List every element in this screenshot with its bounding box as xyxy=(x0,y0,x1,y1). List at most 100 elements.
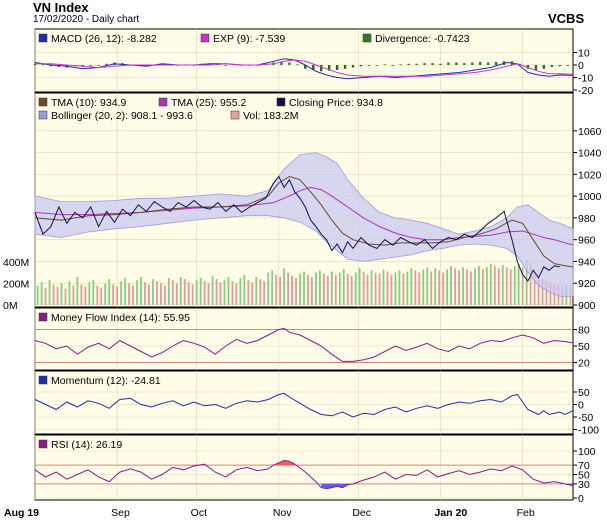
volume-bar xyxy=(434,268,437,305)
x-tick-label: Aug 19 xyxy=(4,507,39,519)
volume-bar xyxy=(378,273,381,305)
price-ytick-label: 1000 xyxy=(578,191,602,203)
volume-bar xyxy=(116,286,119,305)
volume-bar xyxy=(44,287,47,305)
volume-bar xyxy=(163,285,166,305)
divergence-bar xyxy=(463,63,466,65)
mfi-ytick-label: 80 xyxy=(578,325,590,337)
volume-bar xyxy=(537,276,540,305)
volume-bar xyxy=(183,279,186,305)
divergence-bar xyxy=(367,65,371,66)
volume-bar xyxy=(199,278,202,305)
price-ytick-label: 940 xyxy=(578,256,596,268)
price-legend-swatch xyxy=(38,110,48,120)
divergence-bar xyxy=(558,65,561,67)
volume-bar xyxy=(402,273,405,305)
momentum-panel xyxy=(34,370,574,435)
macd-legend-swatch xyxy=(38,33,48,43)
volume-bar xyxy=(414,270,417,305)
volume-bar xyxy=(148,284,150,305)
volume-bar xyxy=(267,272,270,305)
divergence-bar xyxy=(415,63,418,65)
volume-bar xyxy=(307,274,309,305)
divergence-bar xyxy=(447,62,450,65)
volume-bar xyxy=(350,275,353,305)
closing-price-line xyxy=(34,175,560,282)
divergence-bar xyxy=(351,65,355,68)
rsi-ytick-label: 0 xyxy=(578,493,584,505)
volume-bar xyxy=(315,272,317,305)
x-tick-label: Sep xyxy=(111,507,130,519)
macd-panel xyxy=(34,28,574,93)
divergence-bar xyxy=(312,65,315,70)
mfi-ytick-label: 20 xyxy=(578,358,590,370)
price-legend-swatch xyxy=(230,110,240,120)
rsi-legend-label: RSI (14): 26.19 xyxy=(51,439,122,451)
rsi-ytick-label: 70 xyxy=(578,460,590,472)
rsi-ytick-label: 100 xyxy=(578,446,596,458)
volume-bar xyxy=(529,262,532,305)
volume-bar xyxy=(517,263,520,305)
volume-bar xyxy=(52,284,55,305)
x-tick-label: Jan 20 xyxy=(434,507,467,519)
volume-bar xyxy=(167,278,170,305)
divergence-bar xyxy=(486,62,490,65)
momentum-legend-label: Momentum (12): -24.81 xyxy=(51,375,161,387)
momentum-ytick-label: 50 xyxy=(578,387,590,399)
price-ytick-label: 980 xyxy=(578,213,596,225)
volume-bar xyxy=(462,267,464,305)
volume-bar xyxy=(549,282,552,305)
volume-bar xyxy=(398,270,401,305)
volume-bar xyxy=(505,267,508,305)
divergence-bar xyxy=(542,65,546,69)
divergence-bar xyxy=(33,63,37,65)
volume-bar xyxy=(303,271,305,305)
price-legend-label: Closing Price: 934.8 xyxy=(289,97,383,109)
divergence-bar xyxy=(280,61,283,65)
price-ytick-label: 920 xyxy=(578,278,596,290)
volume-bar xyxy=(322,273,325,305)
volume-bar xyxy=(227,276,230,305)
price-ytick-label: 1060 xyxy=(578,126,602,138)
volume-bar xyxy=(406,271,409,305)
tma10-line xyxy=(34,175,574,268)
volume-bar xyxy=(374,272,377,305)
divergence-bar xyxy=(161,63,164,65)
divergence-bar xyxy=(208,63,212,65)
volume-axis-label: 200M xyxy=(3,278,29,290)
rsi-ytick-label: 30 xyxy=(578,479,590,491)
volume-bar xyxy=(128,283,130,305)
price-legend-swatch xyxy=(38,97,48,107)
volume-bar xyxy=(342,269,345,305)
volume-bar xyxy=(112,284,115,305)
rsi-series-line xyxy=(34,459,574,490)
volume-bar xyxy=(171,280,174,305)
divergence-bar xyxy=(383,64,387,66)
volume-bar xyxy=(334,274,337,305)
volume-bar xyxy=(430,271,433,305)
macd-legend-swatch xyxy=(200,33,210,43)
volume-bar xyxy=(120,281,123,305)
volume-bar xyxy=(243,274,246,305)
volume-bar xyxy=(438,270,441,305)
volume-bar xyxy=(275,274,278,305)
volume-bar xyxy=(422,269,425,305)
volume-bar xyxy=(48,280,51,305)
momentum-series-line xyxy=(34,392,574,418)
volume-bar xyxy=(255,276,258,305)
divergence-bar xyxy=(423,63,426,65)
price-ytick-label: 1040 xyxy=(578,148,602,160)
divergence-bar xyxy=(89,65,92,66)
volume-bar xyxy=(358,268,361,305)
volume-bar xyxy=(96,285,99,305)
volume-bar xyxy=(474,268,476,305)
macd-legend-swatch xyxy=(362,33,372,43)
volume-bar xyxy=(60,283,63,305)
divergence-bar xyxy=(224,65,228,66)
price-legend-label: Vol: 183.2M xyxy=(243,110,298,122)
mfi-legend-label: Money Flow Index (14): 55.95 xyxy=(51,312,190,324)
volume-bar xyxy=(513,266,516,305)
chart-subtitle: 17/02/2020 - Daily chart xyxy=(33,14,140,25)
volume-bar xyxy=(179,276,182,305)
divergence-bar xyxy=(335,65,339,70)
